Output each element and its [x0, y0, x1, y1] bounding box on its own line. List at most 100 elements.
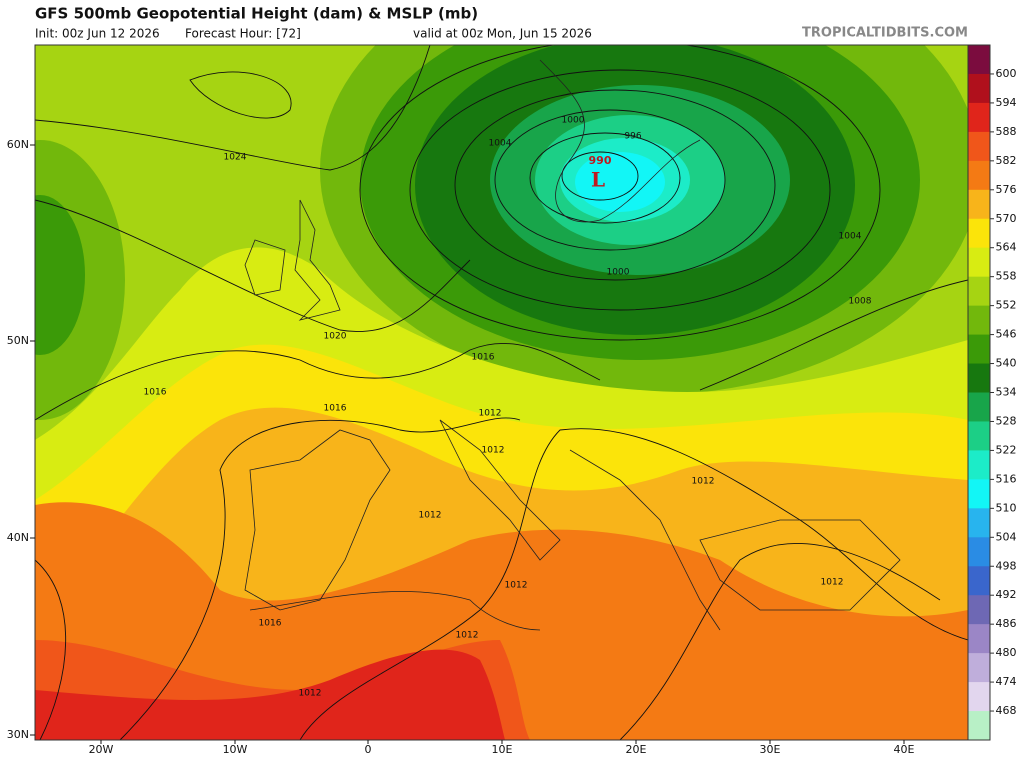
- colorbar-swatch: [968, 537, 990, 567]
- title: GFS 500mb Geopotential Height (dam) & MS…: [35, 5, 478, 23]
- colorbar-swatch: [968, 276, 990, 307]
- colorbar-swatch: [968, 334, 990, 365]
- band: [35, 649, 505, 740]
- isobar-label: 1012: [479, 409, 502, 419]
- colorbar-label: 582: [996, 154, 1017, 167]
- lat-label: 30N: [7, 728, 29, 741]
- colorbar-label: 564: [996, 241, 1017, 254]
- colorbar-label: 504: [996, 530, 1017, 543]
- band: [575, 152, 665, 212]
- lon-label: 10E: [492, 743, 513, 756]
- colorbar-swatch: [968, 392, 990, 422]
- isobar: [409, 69, 831, 311]
- isobar-label: 1012: [821, 578, 844, 588]
- isobar-label: 1012: [505, 581, 528, 591]
- colorbar-label: 468: [996, 704, 1017, 717]
- balkans: [569, 449, 721, 631]
- low-pressure: 990: [589, 154, 612, 167]
- colorbar-swatch: [968, 479, 990, 509]
- isobar-label: 1004: [489, 139, 512, 149]
- isobar: [619, 543, 941, 740]
- low-label: L: [591, 168, 605, 192]
- colorbar-label: 576: [996, 183, 1017, 196]
- valid-time: valid at 00z Mon, Jun 15 2026: [413, 27, 592, 41]
- colorbar-label: 516: [996, 472, 1017, 485]
- lat-label: 50N: [7, 334, 29, 347]
- isobar-label: 1012: [456, 631, 479, 641]
- lat-label: 40N: [7, 531, 29, 544]
- isobar-label: 1008: [849, 297, 872, 307]
- colorbar-swatch: [968, 711, 990, 741]
- colorbar-swatch: [968, 160, 990, 191]
- colorbar-swatch: [968, 682, 990, 712]
- colorbar-swatch: [968, 189, 990, 220]
- band: [35, 195, 85, 355]
- colorbar-swatch: [968, 421, 990, 451]
- isobar: [35, 342, 601, 421]
- iberia: [244, 429, 391, 611]
- coastlines: [244, 59, 901, 631]
- isobar-label: 1012: [419, 511, 442, 521]
- colorbar-label: 558: [996, 270, 1017, 283]
- colorbar-label: 498: [996, 559, 1017, 572]
- colorbar-swatch: [968, 218, 990, 249]
- isobar-label: 1012: [482, 446, 505, 456]
- isobar-label: 1024: [224, 153, 247, 163]
- isobars: [35, 45, 968, 740]
- isobar: [35, 45, 431, 171]
- isobar-label: 1004: [839, 232, 862, 242]
- isobar: [699, 279, 968, 391]
- lon-label: 10W: [223, 743, 248, 756]
- colorbar-label: 510: [996, 501, 1017, 514]
- colorbar-label: 552: [996, 299, 1017, 312]
- init: Init: 00z Jun 12 2026: [35, 27, 160, 41]
- isobar: [359, 45, 881, 341]
- colorbar-label: 540: [996, 357, 1017, 370]
- lon-label: 0: [365, 743, 372, 756]
- colorbar-swatch: [968, 566, 990, 596]
- colorbar-label: 534: [996, 386, 1017, 399]
- italy: [439, 419, 561, 561]
- colorbar-swatch: [968, 131, 990, 162]
- colorbar-swatch: [968, 624, 990, 654]
- colorbar-label: 522: [996, 443, 1017, 456]
- lat-label: 60N: [7, 138, 29, 151]
- britain: [294, 199, 341, 321]
- lon-label: 30E: [760, 743, 781, 756]
- lon-label: 20E: [626, 743, 647, 756]
- colorbar-label: 486: [996, 617, 1017, 630]
- colorbar-swatch: [968, 508, 990, 538]
- colorbar-label: 480: [996, 646, 1017, 659]
- colorbar-label: 600: [996, 67, 1017, 80]
- isobar: [529, 132, 681, 224]
- colorbar-swatch: [968, 653, 990, 683]
- site: TROPICALTIDBITS.COM: [802, 26, 968, 41]
- isobar-label: 996: [624, 132, 641, 142]
- colorbar-swatch: [968, 450, 990, 480]
- map: 1024 1020 1016 1016 1016 1012 1012 1012 1012 1012…: [35, 45, 968, 740]
- colorbar-swatch: [968, 595, 990, 625]
- colorbar-label: 588: [996, 125, 1017, 138]
- colorbar-label: 492: [996, 588, 1017, 601]
- lon-label: 20W: [89, 743, 114, 756]
- colorbar-swatch: [968, 45, 990, 75]
- isobar-label: 1000: [607, 268, 630, 278]
- colorbar-swatch: [968, 305, 990, 336]
- turkey: [699, 519, 901, 611]
- colorbar-label: 528: [996, 414, 1017, 427]
- colorbar-swatch: [968, 247, 990, 278]
- colorbar-frame: [967, 44, 991, 741]
- isobar-label: 1020: [324, 332, 347, 342]
- isobar-label: 1012: [299, 689, 322, 699]
- isobar: [189, 71, 292, 119]
- scandinavia: [539, 59, 701, 223]
- ireland: [244, 239, 286, 296]
- isobar: [454, 89, 776, 281]
- lon-label: 40E: [894, 743, 915, 756]
- forecast-hour: Forecast Hour: [72]: [185, 27, 301, 41]
- colorbar-swatch: [968, 363, 990, 393]
- colorbar-swatch: [968, 102, 990, 133]
- isobar-label: 1016: [259, 619, 282, 629]
- isobar-label: 1016: [472, 353, 495, 363]
